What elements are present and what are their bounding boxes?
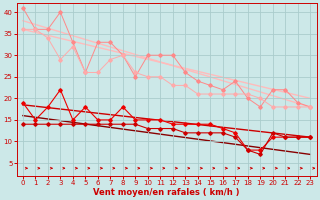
X-axis label: Vent moyen/en rafales ( km/h ): Vent moyen/en rafales ( km/h ) [93,188,240,197]
